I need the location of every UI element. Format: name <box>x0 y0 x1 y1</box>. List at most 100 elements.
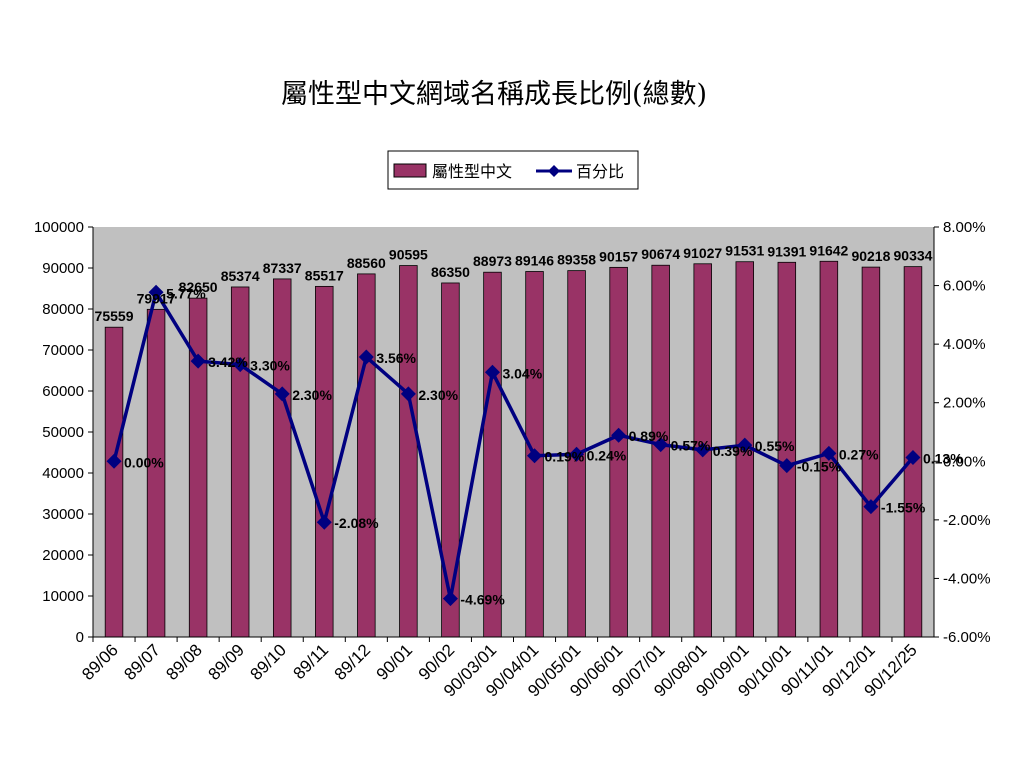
left-tick-label: 70000 <box>42 342 84 359</box>
right-tick-label: 6.00% <box>943 278 986 295</box>
percent-marker <box>484 364 500 380</box>
bar-value-label: 82650 <box>179 279 218 295</box>
percent-value-label: 0.89% <box>629 428 669 444</box>
right-tick-label: -4.00% <box>943 570 991 587</box>
percent-marker <box>106 453 122 469</box>
category-label: 90/01 <box>373 640 417 684</box>
percent-value-label: 3.42% <box>208 354 248 370</box>
legend-label-line: 百分比 <box>576 162 624 181</box>
percent-value-label: 2.30% <box>418 387 458 403</box>
bar <box>104 326 124 638</box>
percent-value-label: -4.69% <box>460 592 505 608</box>
legend-box <box>387 150 639 190</box>
percent-marker <box>442 591 458 607</box>
category-label: 89/07 <box>120 640 164 684</box>
bar-value-label: 85374 <box>221 268 260 284</box>
bar <box>230 286 250 638</box>
bar-value-label: 86350 <box>431 264 470 280</box>
bar <box>441 282 460 638</box>
right-tick-label: 4.00% <box>943 336 986 353</box>
percent-value-label: 0.27% <box>839 446 879 462</box>
percent-value-label: 0.57% <box>671 438 711 454</box>
percent-marker <box>737 437 753 453</box>
bar <box>357 273 376 638</box>
left-tick-label: 0 <box>76 629 84 646</box>
bar-value-label: 89146 <box>515 253 554 269</box>
percent-marker <box>611 427 627 443</box>
percent-marker <box>695 442 711 458</box>
bar-value-label: 90674 <box>641 246 680 262</box>
percent-value-label: 0.13% <box>923 450 963 466</box>
bar-value-label: 88973 <box>473 253 512 269</box>
right-tick-label: 8.00% <box>943 219 986 236</box>
bar-value-label: 90334 <box>894 248 933 264</box>
category-label: 89/10 <box>247 640 291 684</box>
line-series <box>106 284 921 607</box>
bar <box>483 271 502 638</box>
right-tick-label: -2.00% <box>943 512 991 529</box>
bar-value-label: 75559 <box>95 308 134 324</box>
chart-title: 屬性型中文網域名稱成長比例(總數) <box>281 79 707 110</box>
percent-value-label: -0.15% <box>797 459 842 475</box>
bar <box>272 278 292 638</box>
right-tick-label: -6.00% <box>943 629 991 646</box>
percent-line <box>112 290 915 601</box>
bar-value-label: 90157 <box>599 248 638 264</box>
bar-value-label: 88560 <box>347 255 386 271</box>
category-label: 89/06 <box>78 640 122 684</box>
legend-swatch-bars <box>393 163 427 178</box>
percent-marker <box>569 446 585 462</box>
left-tick-label: 90000 <box>42 260 84 277</box>
left-axis: 0 10000 20000 30000 40000 50000 60000 70000 8000… <box>34 219 93 646</box>
right-axis: -6.00% -4.00% -2.00% 0.00% 2.00% 4.00% 6.00% 8.… <box>934 219 991 646</box>
percent-value-label: 0.55% <box>755 438 795 454</box>
left-tick-label: 30000 <box>42 506 84 523</box>
left-tick-label: 60000 <box>42 383 84 400</box>
category-label: 89/11 <box>289 640 332 683</box>
left-tick-label: 10000 <box>42 588 84 605</box>
bar-value-label: 87337 <box>263 260 302 276</box>
percent-value-label: 3.30% <box>250 358 290 374</box>
plot-area <box>93 227 934 637</box>
bar-value-label: 91531 <box>725 243 764 259</box>
left-tick-label: 50000 <box>42 424 84 441</box>
line-data-labels: 0.00%5.77%3.42% 3.30%2.30%-2.08%3.56%2.30… <box>124 285 963 607</box>
left-tick-label: 80000 <box>42 301 84 318</box>
percent-marker <box>863 499 879 515</box>
percent-value-label: 3.04% <box>502 365 542 381</box>
right-tick-label: 2.00% <box>943 395 986 412</box>
legend-label-bars: 屬性型中文 <box>432 162 512 181</box>
legend: 屬性型中文 百分比 <box>387 150 639 190</box>
left-tick-label: 20000 <box>42 547 84 564</box>
bar-value-label: 91391 <box>767 243 806 259</box>
percent-marker <box>653 437 669 453</box>
percent-value-label: 0.24% <box>587 447 627 463</box>
category-label: 89/08 <box>162 640 206 684</box>
category-label: 89/09 <box>204 640 248 684</box>
left-tick-label: 40000 <box>42 465 84 482</box>
percent-value-label: 0.19% <box>545 449 585 465</box>
percent-marker <box>400 386 416 402</box>
percent-value-label: 5.77% <box>166 285 206 301</box>
percent-value-label: 2.30% <box>292 387 332 403</box>
bar <box>399 265 418 638</box>
percent-marker <box>821 445 837 461</box>
category-label: 89/12 <box>331 640 375 684</box>
left-tick-label: 100000 <box>34 219 84 236</box>
bar-value-label: 91027 <box>683 245 722 261</box>
percent-value-label: 3.56% <box>376 350 416 366</box>
percent-value-label: 0.00% <box>124 454 164 470</box>
percent-marker <box>358 349 374 365</box>
percent-marker <box>274 386 290 402</box>
percent-marker <box>190 353 206 369</box>
percent-value-label: -2.08% <box>334 515 379 531</box>
bar <box>146 308 166 638</box>
right-tick-label: 0.00% <box>943 453 986 470</box>
bar-value-label: 89358 <box>557 252 596 268</box>
percent-value-label: 0.39% <box>713 443 753 459</box>
percent-marker <box>905 449 921 465</box>
percent-marker <box>316 514 332 530</box>
